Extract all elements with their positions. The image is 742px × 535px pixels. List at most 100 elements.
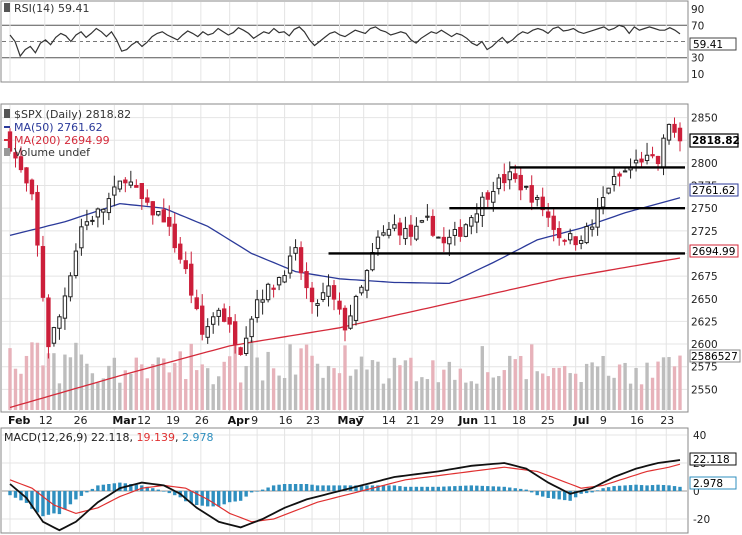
volume-bar [200, 364, 204, 410]
volume-bar [628, 383, 633, 410]
x-tick-label: 9 [251, 414, 258, 427]
candle-body [672, 123, 677, 133]
volume-bar [151, 363, 155, 410]
x-tick-label: 18 [512, 414, 526, 427]
x-tick-label: 26 [195, 414, 209, 427]
volume-bar [376, 361, 380, 410]
volume-bar [68, 357, 73, 410]
volume-bar [134, 357, 139, 410]
ma50-badge-value: 2761.62 [692, 185, 735, 197]
candle-body [650, 154, 655, 157]
macd-histogram-bar [63, 491, 67, 510]
candle-body [622, 170, 628, 173]
volume-bar [244, 365, 248, 410]
volume-bar [579, 382, 583, 410]
macd-histogram-bar [173, 491, 177, 496]
macd-histogram-bar [617, 485, 622, 491]
macd-badge: 22.118 [689, 452, 737, 466]
candle-body [666, 123, 672, 141]
candle-body [101, 208, 106, 213]
macd-histogram-bar [650, 485, 655, 491]
volume-bar [387, 378, 391, 410]
candle-body [90, 219, 95, 222]
candle-body [507, 171, 512, 181]
volume-bar [145, 378, 149, 410]
legend-volume-swatch [4, 148, 10, 156]
x-tick-label: 11 [483, 414, 497, 427]
macd-histogram-bar [354, 485, 358, 491]
candle-body [578, 240, 584, 244]
candle-body [513, 173, 518, 180]
candle-body [606, 187, 611, 194]
macd-histogram-bar [35, 491, 40, 513]
candle-body [567, 233, 573, 241]
macd-histogram-bar [541, 491, 545, 497]
x-tick-label: 12 [39, 414, 53, 427]
candle-body [320, 292, 326, 300]
macd-signal-line [9, 463, 681, 523]
volume-bar [310, 355, 314, 410]
volume-bar [491, 377, 495, 410]
rsi-badge-value: 59.41 [693, 39, 723, 51]
macd-histogram-bar [579, 491, 583, 494]
price-ytick-label: 2625 [691, 316, 718, 328]
candle-body [611, 175, 617, 186]
legend-last: 2818.82 [86, 108, 132, 121]
volume-bar [519, 355, 523, 410]
volume-bar [46, 353, 51, 410]
candle-body [46, 297, 51, 348]
volume-bar [326, 365, 331, 410]
candle-body [29, 179, 35, 195]
volume-bar [173, 362, 177, 410]
volume-bar [288, 344, 292, 410]
candle-body [403, 227, 408, 240]
rsi-ytick-label: 10 [691, 69, 704, 81]
volume-bar [260, 380, 265, 410]
macd-histogram-bar [420, 486, 424, 491]
rsi-badge: 59.41 [689, 37, 737, 51]
macd-ytick-label: -20 [693, 514, 710, 526]
macd-histogram-bar [425, 486, 430, 491]
legend-ma200-label: MA(200) [14, 134, 61, 147]
volume-bar [398, 365, 402, 410]
volume-bar [118, 382, 122, 410]
volume-bar [299, 348, 303, 410]
macd-histogram-bar [326, 485, 331, 491]
volume-bar [277, 375, 281, 410]
x-tick-label: May [338, 414, 363, 427]
x-tick-label: 16 [630, 414, 644, 427]
candle-body [57, 316, 62, 329]
volume-bar [568, 373, 572, 410]
legend-ma200-value: 2694.99 [64, 134, 110, 147]
macd-histogram-bar [52, 491, 56, 514]
candle-body [540, 196, 545, 211]
macd-histogram-bar [661, 485, 666, 491]
macd-histogram-bar [129, 484, 133, 491]
macd-histogram-bar [315, 485, 320, 491]
x-tick-label: Apr [228, 414, 250, 427]
macd-histogram-bar [266, 487, 270, 491]
volume-bar [96, 382, 100, 410]
volume-bar [678, 355, 682, 410]
volume-bar [370, 360, 375, 410]
price-badge: 2818.82 [689, 133, 740, 148]
volume-bar [486, 372, 490, 410]
candle-body [386, 228, 392, 236]
macd-line [9, 459, 681, 532]
volume-bar [431, 360, 435, 410]
hist-badge-value: 2.978 [693, 478, 723, 490]
candle-body [276, 276, 282, 286]
macd-histogram-bar [486, 486, 490, 491]
macd-histogram-bar [233, 491, 237, 502]
candle-body [474, 213, 479, 223]
macd-histogram-bar [612, 486, 616, 491]
macd-histogram-bar [535, 491, 539, 496]
volume-bar [343, 345, 347, 410]
volume-bar [530, 344, 534, 410]
candle-body [447, 236, 452, 245]
macd-histogram-bar [46, 491, 51, 515]
volume-bar [645, 362, 649, 410]
volume-bar [606, 375, 611, 410]
volume-bar [30, 342, 34, 410]
candle-body [134, 184, 139, 188]
